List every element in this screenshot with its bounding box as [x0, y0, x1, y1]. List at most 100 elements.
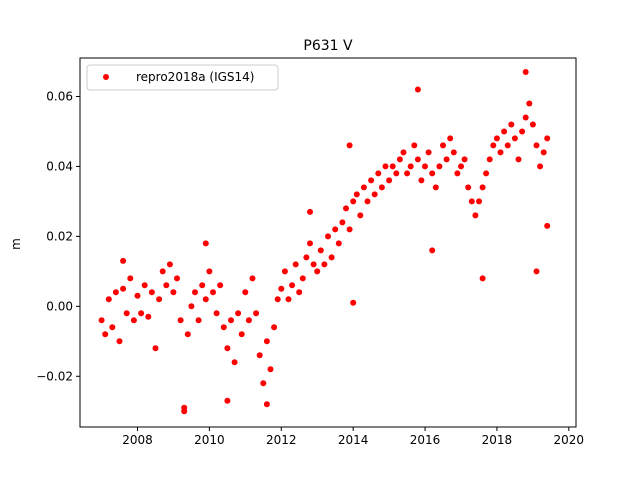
data-point: [432, 184, 439, 191]
data-point: [360, 184, 367, 191]
data-point: [493, 135, 500, 142]
data-point: [299, 275, 306, 282]
data-point: [339, 219, 346, 226]
data-point: [346, 226, 353, 233]
data-point: [120, 285, 127, 292]
data-point: [515, 156, 522, 163]
data-point: [522, 69, 529, 75]
data-point: [422, 163, 428, 170]
data-point: [130, 317, 137, 324]
y-tick-label: 0.02: [46, 229, 73, 243]
data-point: [123, 310, 130, 317]
data-point: [540, 149, 547, 156]
data-point: [267, 366, 274, 373]
data-point: [544, 222, 551, 229]
data-point: [522, 114, 529, 121]
y-tick-label: 0.00: [46, 299, 73, 313]
x-tick-label: 2018: [482, 433, 513, 447]
data-point: [235, 310, 242, 317]
x-tick-label: 2016: [410, 433, 441, 447]
data-point: [447, 135, 454, 142]
data-point: [116, 338, 123, 345]
data-point: [486, 156, 493, 163]
data-point: [350, 198, 357, 205]
data-point: [112, 289, 119, 296]
data-point: [490, 142, 497, 149]
data-point: [353, 191, 360, 198]
data-point: [213, 310, 220, 317]
data-point: [242, 289, 249, 296]
data-point: [537, 163, 544, 170]
data-point: [134, 292, 141, 299]
x-tick-label: 2020: [554, 433, 585, 447]
data-point: [429, 170, 436, 177]
data-point: [382, 163, 389, 170]
x-tick-label: 2014: [338, 433, 369, 447]
data-point: [404, 170, 411, 177]
data-point: [102, 331, 109, 338]
data-point: [396, 156, 403, 163]
data-point: [260, 380, 267, 387]
data-point: [533, 268, 540, 275]
y-tick-label: −0.02: [36, 369, 73, 383]
data-point: [332, 226, 339, 233]
data-point: [440, 142, 446, 149]
data-point: [425, 149, 432, 156]
data-point: [303, 254, 310, 261]
x-tick-label: 2010: [194, 433, 225, 447]
data-point: [389, 163, 396, 170]
y-tick-label: 0.04: [46, 159, 73, 173]
data-point: [274, 296, 281, 303]
data-point: [497, 149, 504, 156]
data-point: [307, 208, 313, 215]
data-point: [529, 121, 536, 128]
data-point: [418, 177, 425, 184]
legend-label: repro2018a (IGS14): [136, 70, 254, 84]
data-point: [220, 324, 227, 331]
data-point: [210, 289, 216, 296]
data-point: [217, 282, 224, 289]
data-point: [375, 170, 382, 177]
data-point: [371, 191, 378, 198]
data-point: [479, 184, 486, 191]
x-tick-label: 2012: [266, 433, 297, 447]
chart-title: P631 V: [303, 38, 353, 54]
data-point: [343, 205, 349, 212]
data-point: [195, 317, 202, 324]
data-point: [321, 261, 328, 268]
data-point: [166, 261, 173, 268]
data-point: [436, 163, 443, 170]
data-point: [414, 156, 421, 163]
data-point: [253, 310, 260, 317]
plot-area-frame: [79, 57, 577, 428]
data-point: [184, 331, 191, 338]
data-point: [479, 275, 486, 282]
data-point: [519, 128, 526, 135]
data-point: [278, 285, 285, 292]
data-point: [228, 317, 234, 324]
data-point: [429, 247, 436, 254]
data-point: [238, 331, 245, 338]
data-point: [224, 345, 231, 352]
data-point: [411, 142, 418, 149]
data-point: [177, 317, 184, 324]
data-point: [281, 268, 288, 275]
data-point: [249, 275, 256, 282]
data-point: [483, 170, 490, 177]
data-point: [256, 352, 263, 359]
data-point: [458, 163, 464, 170]
data-point: [508, 121, 515, 128]
data-point: [148, 289, 155, 296]
data-point: [263, 338, 270, 345]
data-point: [105, 296, 112, 303]
data-point: [202, 296, 209, 303]
data-point: [109, 324, 116, 331]
data-point: [245, 317, 252, 324]
data-point: [533, 142, 540, 149]
data-point: [400, 149, 407, 156]
data-point: [188, 303, 195, 310]
data-point: [511, 135, 518, 142]
data-point: [289, 282, 296, 289]
data-point: [504, 142, 511, 149]
data-point: [98, 317, 105, 324]
